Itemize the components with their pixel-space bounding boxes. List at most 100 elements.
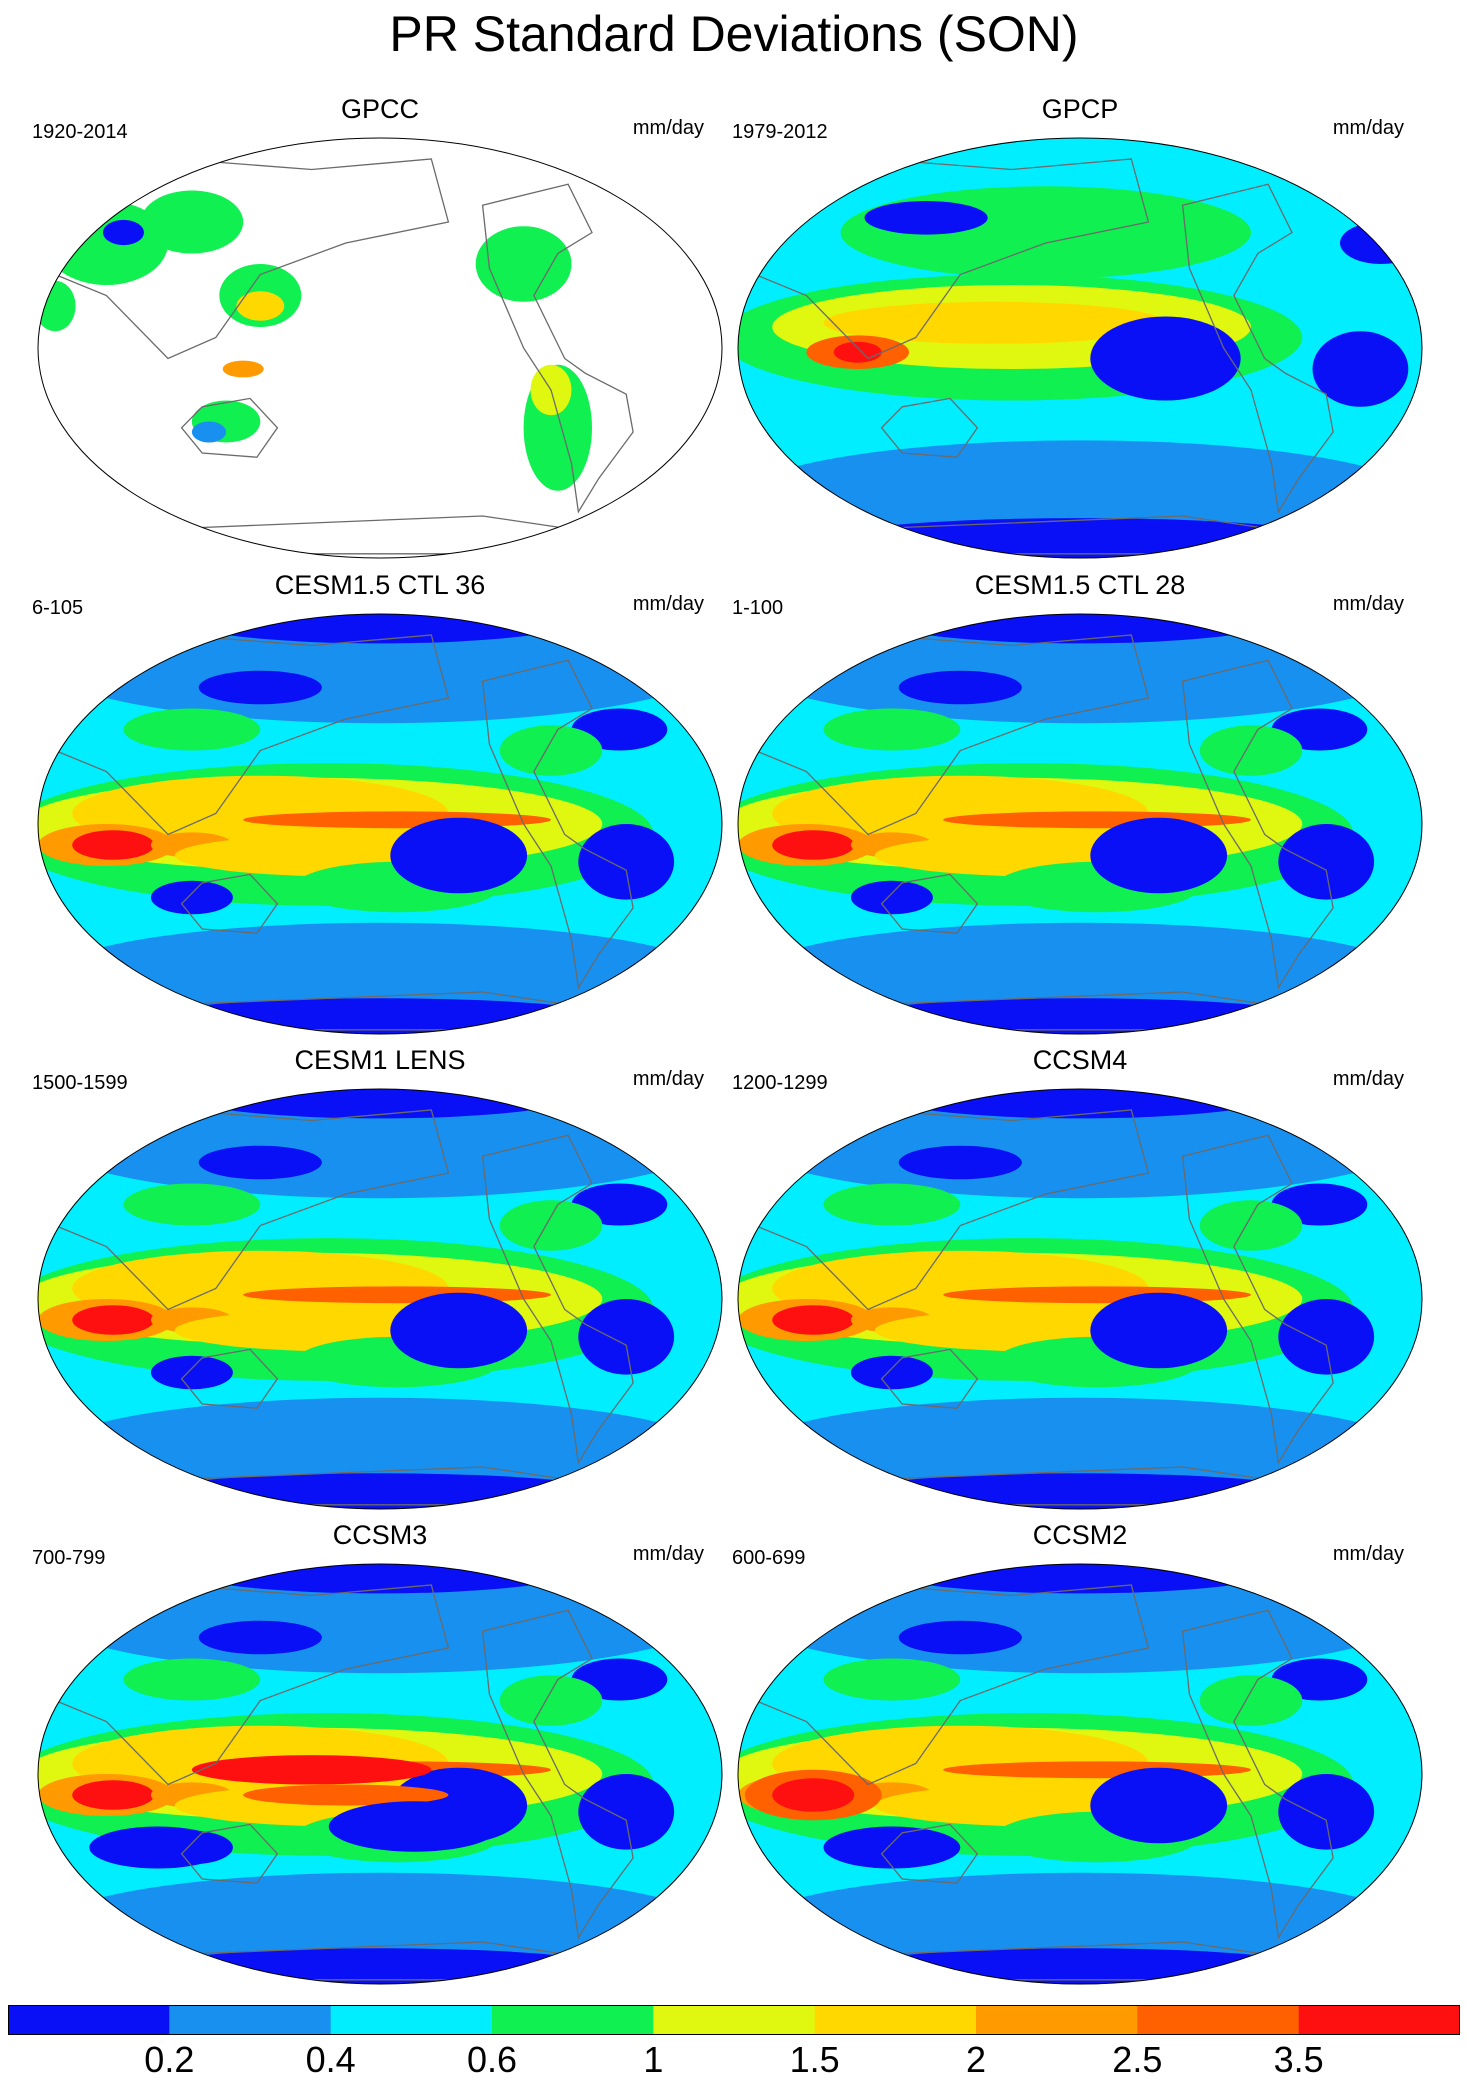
colorbar-swatch [330,2005,493,2035]
asia-coastline [744,1109,1150,1311]
arctic-low-patch [874,1089,1286,1119]
asia-coastline [744,1584,1150,1786]
land-precip-patch [140,190,244,254]
asia-coastline [44,158,450,360]
arctic-low-patch [874,1564,1286,1594]
precip-field-patch [123,1183,261,1226]
precip-field-patch [499,725,603,776]
precip-field-patch [89,1826,227,1869]
s-atlantic-low-patch [1278,1774,1375,1850]
map-panel-gpcp: GPCP 1979-2012 mm/day [730,92,1430,562]
panel-title: CESM1 LENS [294,1045,466,1075]
map-frame [737,1088,1423,1510]
precip-field-patch [823,301,1166,344]
map-frame [37,613,723,1035]
australia-coastline [880,397,979,458]
colorbar-tick-label: 2.5 [1112,2039,1163,2080]
australia-coastline [180,873,279,934]
panel-title: CCSM2 [1032,1520,1128,1550]
precip-field-patch [823,708,961,751]
map-svg [737,137,1423,559]
precip-field-patch [898,670,1022,705]
map-frame [37,1088,723,1510]
colorbar-swatch [814,2005,977,2035]
colorbar [8,2005,1460,2035]
panel-title: CCSM4 [1032,1045,1128,1075]
precip-field-patch [103,219,144,246]
australia-coastline [180,397,279,458]
colorbar-swatch [169,2005,332,2035]
australia-coastline [180,1348,279,1409]
precip-field-patch [198,670,322,705]
arctic-low-patch [874,614,1286,644]
itcz-max-patch [943,1761,1251,1779]
asia-coastline [744,634,1150,836]
indian-ocean-max-patch [772,1305,855,1335]
panel-period: 1-100 [732,597,784,619]
australia-coastline [880,1348,979,1409]
precip-field-patch [328,1801,500,1852]
precip-field [38,138,722,558]
panel-period: 1200-1299 [732,1072,828,1094]
precip-field-patch [198,1145,322,1180]
colorbar-tick-label: 0.6 [466,2039,518,2080]
map-panel-ccsm2: CCSM2 600-699 mm/day [730,1518,1430,1988]
map-svg [37,1563,723,1985]
panel-title: CESM1.5 CTL 36 [274,570,486,600]
asia-coastline [744,158,1150,360]
panel-units: mm/day [632,593,704,615]
colorbar-swatch [653,2005,816,2035]
map-frame [37,1563,723,1985]
colorbar-tick-label: 0.4 [305,2039,356,2080]
ocean-mask [38,138,722,558]
americas-coastline [481,183,634,514]
australia-coastline [180,1823,279,1884]
colorbar-swatch [8,2005,170,2035]
precip-field-patch [499,1675,603,1726]
arctic-low-patch [174,614,586,644]
panel-units: mm/day [1332,1068,1404,1090]
se-pacific-low-patch [1090,316,1241,401]
precip-field-patch [898,1145,1022,1180]
itcz-max-patch [243,1286,551,1304]
americas-coastline [481,1134,634,1465]
itcz-max-patch [943,811,1251,829]
map-panel-ccsm4: CCSM4 1200-1299 mm/day [730,1043,1430,1513]
map-frame [737,1563,1423,1985]
precip-field-patch [823,1826,961,1869]
se-pacific-low-patch [390,817,528,894]
colorbar-tick-label: 0.2 [144,2039,195,2080]
map-svg [737,1088,1423,1510]
s-atlantic-low-patch [578,1774,675,1850]
panel-title: CESM1.5 CTL 28 [974,570,1186,600]
precip-field [38,1089,722,1509]
arctic-low-patch [174,1089,586,1119]
s-atlantic-low-patch [1312,331,1409,407]
precip-field-patch [850,1355,933,1390]
colorbar-tick-label: 2 [965,2039,987,2080]
australia-coastline [880,1823,979,1884]
americas-coastline [481,659,634,990]
se-pacific-low-patch [390,1292,528,1369]
americas-coastline [1181,183,1334,514]
map-frame [737,613,1423,1035]
americas-coastline [1181,1609,1334,1940]
land-precip-patch [475,226,572,302]
precip-field [38,1564,722,1984]
asia-coastline [44,1109,450,1311]
panel-units: mm/day [1332,1543,1404,1565]
precip-field-patch [772,1778,855,1812]
precip-field [738,138,1422,558]
precip-field-patch [833,341,882,363]
itcz-max-patch [943,1286,1251,1304]
precip-field-patch [123,1658,261,1701]
s-atlantic-low-patch [1278,1299,1375,1375]
figure-title: PR Standard Deviations (SON) [389,6,1079,62]
precip-field [738,1564,1422,1984]
precip-field-patch [864,201,988,235]
antarctic-low-patch [806,518,1354,558]
precip-field-patch [150,880,233,915]
americas-coastline [481,1609,634,1940]
panel-period: 1500-1599 [32,1072,128,1094]
precip-field-patch [823,1658,961,1701]
